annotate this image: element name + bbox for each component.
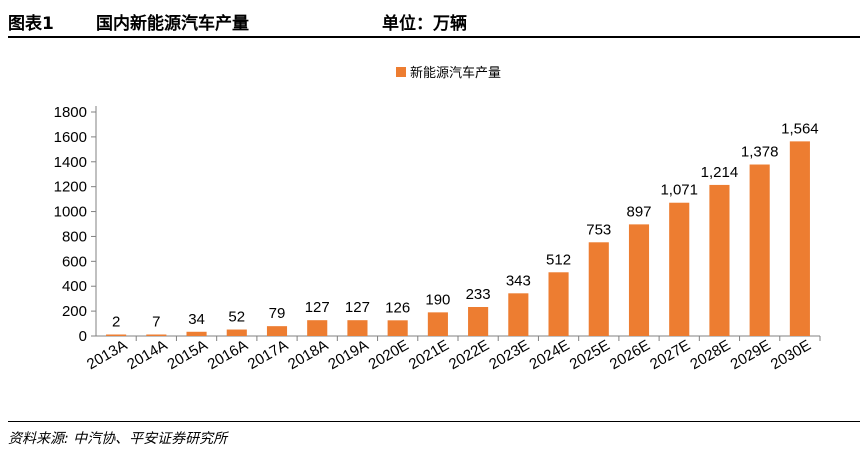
x-tick-label: 2019A: [325, 337, 371, 373]
data-label: 1,564: [781, 120, 819, 137]
data-label: 7: [152, 314, 160, 331]
y-tick-label: 400: [62, 278, 87, 295]
bar: [186, 331, 207, 336]
x-tick-label: 2027E: [647, 337, 693, 373]
x-tick-label: 2028E: [687, 337, 733, 373]
bar: [106, 334, 127, 336]
bar: [347, 320, 368, 336]
y-tick-label: 200: [62, 303, 87, 320]
bar: [789, 141, 810, 336]
x-tick-label: 2025E: [567, 337, 613, 373]
data-label: 127: [305, 299, 330, 316]
legend-swatch: [396, 67, 406, 77]
figure-unit: 单位：万辆: [382, 14, 467, 34]
x-tick-label: 2022E: [446, 337, 492, 373]
figure-title: 国内新能源汽车产量: [96, 14, 249, 34]
legend-label: 新能源汽车产量: [410, 65, 501, 81]
data-label: 34: [188, 311, 205, 328]
bar: [427, 312, 448, 336]
x-tick-label: 2017A: [245, 337, 291, 373]
data-label: 52: [228, 309, 245, 326]
y-tick-label: 0: [79, 328, 87, 345]
x-tick-label: 2030E: [768, 337, 814, 373]
data-label: 190: [425, 291, 450, 308]
y-tick-label: 1600: [54, 129, 87, 146]
bar: [669, 202, 690, 336]
figure-header: 图表1 国内新能源汽车产量 单位：万辆: [0, 0, 864, 38]
data-label: 897: [626, 203, 651, 220]
y-tick-label: 600: [62, 253, 87, 270]
data-label: 512: [546, 251, 571, 268]
x-tick-label: 2016A: [205, 337, 251, 373]
data-label: 343: [506, 272, 531, 289]
x-tick-label: 2015A: [164, 337, 210, 373]
bar: [709, 184, 730, 336]
bar: [508, 293, 529, 336]
data-label: 126: [385, 299, 410, 316]
x-tick-label: 2013A: [84, 337, 130, 373]
bar: [387, 320, 408, 336]
source-note: 资料来源: 中汽协、平安证券研究所: [8, 431, 228, 447]
top-rule: [8, 36, 860, 38]
bar: [266, 326, 288, 336]
data-label: 753: [586, 221, 611, 238]
bar: [307, 320, 328, 336]
x-tick-label: 2024E: [526, 337, 572, 373]
bar: [468, 307, 489, 336]
data-label: 233: [466, 286, 491, 303]
bar-chart: 0 200 400 600 800 1000 1200 1400 1600 1800 2 2013A 7…: [54, 65, 821, 373]
y-tick-label: 1200: [54, 179, 87, 196]
bar: [588, 242, 609, 336]
bar: [628, 224, 650, 336]
x-tick-label: 2021E: [406, 337, 452, 373]
figure-label: 图表1: [8, 14, 54, 34]
x-tick-label: 2020E: [366, 337, 412, 373]
x-tick-label: 2029E: [728, 337, 774, 373]
bar: [146, 334, 167, 336]
data-label: 1,214: [701, 164, 739, 181]
bar: [548, 272, 569, 336]
y-tick-label: 1000: [54, 204, 87, 221]
y-tick-label: 1800: [54, 104, 87, 121]
data-label: 1,378: [741, 144, 779, 161]
x-tick-label: 2023E: [486, 337, 532, 373]
bar: [226, 329, 247, 336]
x-tick-label: 2018A: [285, 337, 331, 373]
bar: [749, 164, 770, 336]
data-label: 1,071: [660, 182, 698, 199]
y-tick-label: 800: [62, 228, 87, 245]
data-label: 2: [112, 314, 120, 331]
bottom-rule: [8, 421, 860, 422]
x-tick-label: 2014A: [124, 337, 170, 373]
y-tick-label: 1400: [54, 154, 87, 171]
x-tick-label: 2026E: [607, 337, 653, 373]
data-label: 79: [269, 305, 286, 322]
data-label: 127: [345, 299, 370, 316]
